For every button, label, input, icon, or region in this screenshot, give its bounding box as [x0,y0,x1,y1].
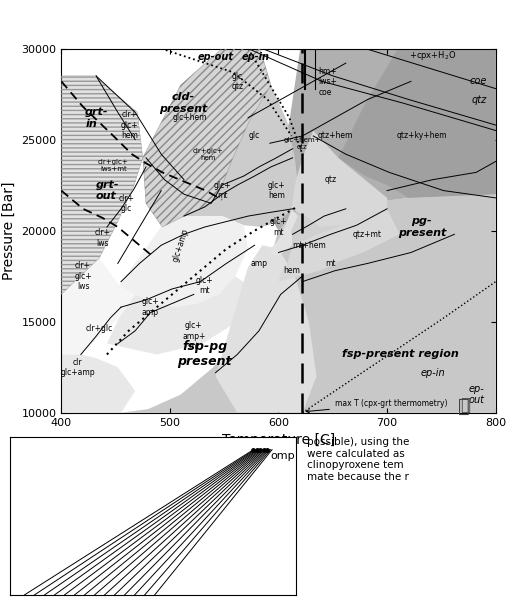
Text: ep-
out: ep- out [468,384,484,405]
Text: clr+glc: clr+glc [86,325,113,333]
Text: glc+
hem: glc+ hem [268,181,285,200]
Text: possible), using the
were calculated as
clinopyroxene tem
mate because the r: possible), using the were calculated as … [307,437,409,482]
Text: grt-
in: grt- in [85,107,109,129]
Polygon shape [291,131,387,227]
Polygon shape [107,276,248,354]
Text: qtz+hem: qtz+hem [317,132,353,140]
Text: max T (cpx-grt thermometry): max T (cpx-grt thermometry) [306,399,448,413]
Text: clr+glc+
lws+mt: clr+glc+ lws+mt [98,158,129,172]
Polygon shape [333,209,454,263]
Text: qtz: qtz [324,175,337,184]
Text: ep-out: ep-out [198,52,234,62]
Text: mt+hem: mt+hem [292,241,326,249]
Text: ep-in: ep-in [421,368,445,378]
Polygon shape [278,209,400,282]
Text: fsp-pg
present: fsp-pg present [177,341,232,368]
Text: clr+
lws: clr+ lws [95,228,110,248]
Polygon shape [268,209,298,258]
Text: ep-in: ep-in [242,52,270,62]
Text: clr+
glc+
lws: clr+ glc+ lws [74,261,92,291]
Polygon shape [338,49,496,198]
Polygon shape [61,354,135,413]
Text: omp: omp [271,451,295,461]
Text: glc+
mt: glc+ mt [270,217,287,237]
Text: clr+
glc: clr+ glc [119,194,134,213]
Polygon shape [61,258,135,354]
Text: clr
glc+amp: clr glc+amp [60,358,95,377]
Text: glc+hem+
qtz: glc+hem+ qtz [284,137,321,150]
Text: glc
qtz: glc qtz [231,72,243,91]
Text: glc+amp: glc+amp [171,228,191,263]
Text: fsp-present region: fsp-present region [342,350,458,359]
Text: cld-
present: cld- present [159,92,207,114]
Text: hm+
lws+
coe: hm+ lws+ coe [319,67,338,97]
Text: clr+glc+
hem: clr+glc+ hem [193,148,223,161]
Text: coe: coe [470,76,487,86]
Polygon shape [143,49,271,227]
Text: pg-
present: pg- present [398,216,446,238]
Polygon shape [119,216,248,307]
Text: qtz+ky+hem: qtz+ky+hem [397,132,447,140]
Text: ⭯: ⭯ [460,396,470,415]
X-axis label: Temperature [C]: Temperature [C] [222,433,335,447]
Text: qtz: qtz [472,95,487,104]
Polygon shape [216,245,316,413]
Text: glc+
amp+
mt: glc+ amp+ mt [182,321,205,351]
Polygon shape [268,49,496,231]
Text: glc+
amp: glc+ amp [142,297,159,317]
Text: ⌖: ⌖ [458,397,470,416]
Text: glc: glc [249,132,260,140]
Text: hem: hem [283,266,300,275]
Text: glc+
mt: glc+ mt [213,181,231,200]
Text: +cpx+H$_2$O: +cpx+H$_2$O [409,49,456,61]
Polygon shape [121,194,496,413]
Y-axis label: Pressure [Bar]: Pressure [Bar] [2,181,16,280]
Polygon shape [61,76,143,294]
Polygon shape [291,198,387,245]
Text: glc+hem: glc+hem [172,114,207,122]
Text: mt: mt [326,259,336,268]
Text: grt-
out: grt- out [96,180,120,202]
Text: amp: amp [250,259,267,268]
Text: qtz+mt: qtz+mt [353,230,382,239]
Text: glc+
mt: glc+ mt [196,276,214,295]
Polygon shape [184,85,298,227]
Text: clr+
glc+
hem: clr+ glc+ hem [121,110,138,140]
